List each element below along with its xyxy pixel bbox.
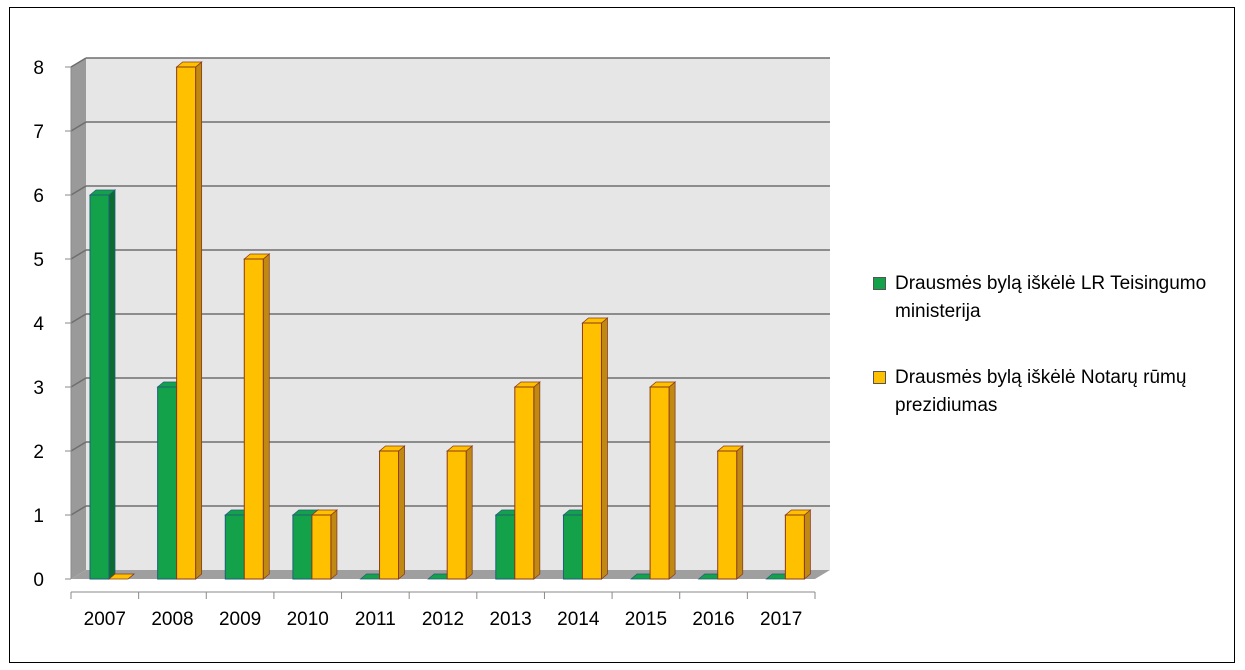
bar-side bbox=[330, 509, 338, 580]
bar-side bbox=[195, 61, 203, 580]
bar bbox=[107, 573, 136, 580]
bar-side bbox=[262, 253, 270, 580]
y-tick-label: 4 bbox=[33, 314, 44, 335]
legend-label-ministerija: Drausmės bylą iškėlė LR Teisingumo minis… bbox=[895, 273, 1207, 322]
bar-front bbox=[495, 514, 516, 580]
legend-label-prezidiumas: Drausmės bylą iškėlė Notarų rūmų prezidi… bbox=[895, 367, 1187, 416]
bar-front bbox=[379, 450, 400, 580]
x-tick-label: 2014 bbox=[557, 609, 600, 630]
gridline-diag bbox=[70, 121, 87, 132]
gridline-diag bbox=[70, 505, 87, 516]
bar-side bbox=[803, 509, 811, 580]
legend: Drausmės bylą iškėlė LR Teisingumo minis… bbox=[873, 270, 1213, 420]
y-tick-label: 8 bbox=[33, 58, 44, 79]
gridline-diag bbox=[70, 313, 87, 324]
y-tick-label: 2 bbox=[33, 442, 44, 463]
bar-side bbox=[108, 189, 116, 580]
bar-side bbox=[736, 445, 744, 580]
bar bbox=[581, 317, 609, 580]
bar-front bbox=[784, 514, 805, 580]
x-tick-label: 2009 bbox=[219, 609, 261, 630]
bars bbox=[88, 61, 812, 580]
legend-item-ministerija: Drausmės bylą iškėlė LR Teisingumo minis… bbox=[873, 270, 1213, 326]
bar bbox=[784, 509, 812, 580]
gridline-diag bbox=[70, 185, 87, 196]
y-tick-label: 3 bbox=[33, 378, 44, 399]
legend-swatch-orange bbox=[873, 371, 886, 384]
bar bbox=[175, 61, 203, 580]
y-tick-label: 5 bbox=[33, 250, 44, 271]
bar-side bbox=[465, 445, 473, 580]
bar bbox=[310, 509, 339, 580]
gridline-diag bbox=[70, 377, 87, 388]
bar-side bbox=[398, 445, 405, 580]
x-tick-label: 2010 bbox=[287, 609, 329, 630]
legend-item-prezidiumas: Drausmės bylą iškėlė Notarų rūmų prezidi… bbox=[873, 364, 1213, 420]
gridline-diag bbox=[70, 57, 87, 68]
y-tick-label: 7 bbox=[33, 122, 44, 143]
bar bbox=[88, 189, 117, 580]
gridline-diag bbox=[70, 441, 87, 452]
bar-front bbox=[243, 258, 264, 580]
bar bbox=[378, 445, 406, 580]
axes: 2007 2008 2009 2010 2011 2012 2013 2014 2015 2016… bbox=[33, 58, 816, 630]
x-tick-label: 2011 bbox=[355, 609, 396, 630]
bar bbox=[648, 381, 677, 580]
bar-front bbox=[157, 386, 178, 580]
bar-front bbox=[224, 514, 245, 580]
y-tick-label: 6 bbox=[33, 186, 44, 207]
x-tick-label: 2016 bbox=[692, 609, 734, 630]
bar-front bbox=[311, 514, 332, 580]
bar-side bbox=[668, 381, 676, 580]
bar-side bbox=[533, 381, 541, 580]
gridline-diag bbox=[70, 249, 87, 260]
bar-front bbox=[176, 66, 197, 580]
bar-front bbox=[581, 322, 602, 580]
bar-front bbox=[717, 450, 738, 580]
x-tick-label: 2013 bbox=[489, 609, 531, 630]
legend-swatch-green bbox=[873, 277, 886, 290]
x-tick-label: 2012 bbox=[422, 609, 464, 630]
bar-front bbox=[292, 514, 313, 580]
x-tick-label: 2008 bbox=[151, 609, 193, 630]
bar bbox=[243, 253, 271, 580]
bar-front bbox=[649, 386, 670, 580]
bar-front bbox=[514, 386, 535, 580]
x-tick-label: 2017 bbox=[760, 609, 802, 630]
y-tick-label: 0 bbox=[33, 570, 44, 591]
y-tick-label: 1 bbox=[33, 506, 44, 527]
bar bbox=[513, 381, 541, 580]
bar-front bbox=[89, 194, 110, 580]
bar bbox=[716, 445, 744, 580]
bar-side bbox=[601, 317, 608, 580]
bar-top bbox=[107, 573, 136, 580]
bar-front bbox=[446, 450, 467, 580]
x-tick-label: 2015 bbox=[625, 609, 667, 630]
x-tick-label: 2007 bbox=[84, 609, 126, 630]
bar-front bbox=[562, 514, 583, 580]
bar bbox=[446, 445, 474, 580]
